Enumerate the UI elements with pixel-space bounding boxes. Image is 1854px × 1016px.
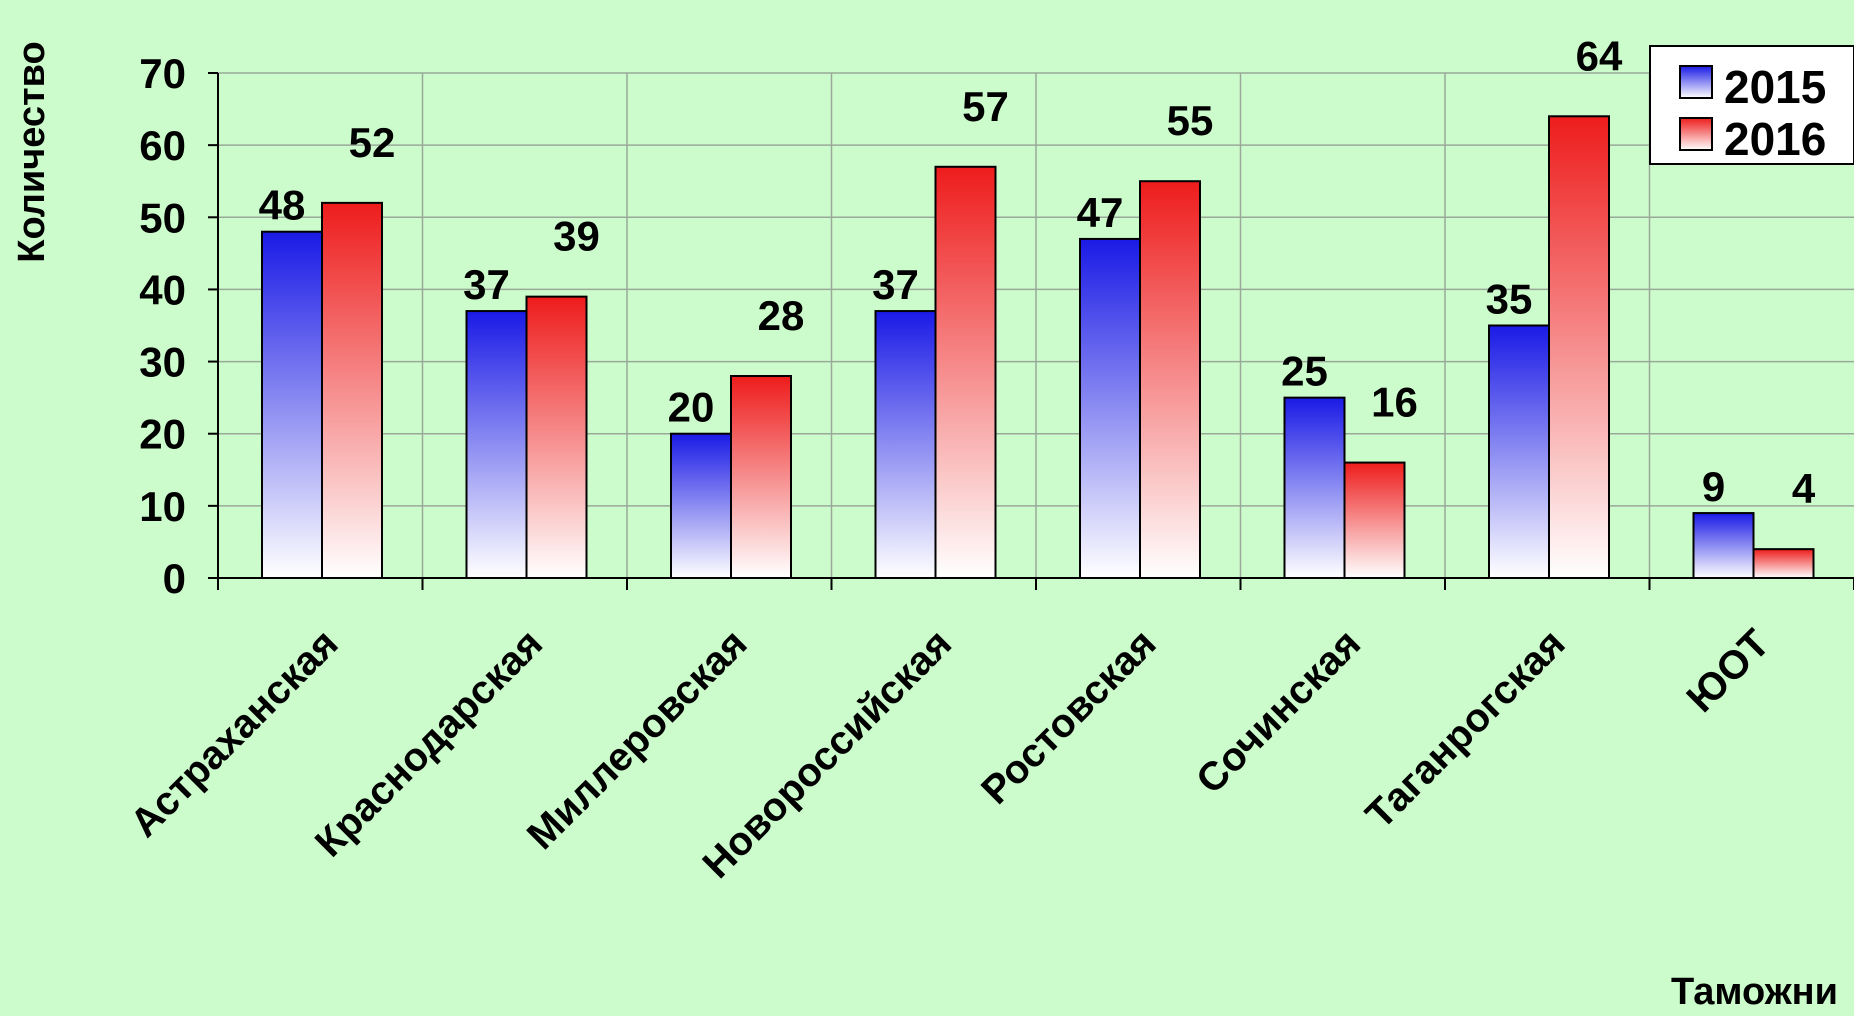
- x-category-label: Сочинская: [1188, 621, 1369, 802]
- bar-2016: [730, 375, 792, 579]
- y-tick-label: 0: [163, 555, 186, 602]
- data-label-2015: 9: [1702, 463, 1725, 510]
- y-axis-title: Количество: [11, 41, 53, 262]
- bar-2015: [874, 310, 937, 579]
- bar-2016: [1752, 548, 1815, 580]
- x-axis-title: Таможни: [1671, 971, 1838, 1013]
- bar-2015: [1488, 324, 1550, 579]
- legend-swatch-2016: [1679, 117, 1713, 151]
- y-tick-label: 70: [139, 50, 186, 97]
- bar-2016: [321, 201, 383, 579]
- legend-label-2016: 2016: [1724, 113, 1826, 165]
- y-tick-label: 40: [139, 266, 186, 313]
- bar-2015: [1079, 237, 1141, 580]
- x-category-label: ЮОТ: [1679, 621, 1779, 721]
- bar-2015: [465, 310, 528, 579]
- y-tick-label: 60: [139, 122, 186, 169]
- y-tick-label: 10: [139, 483, 186, 530]
- data-label-2016: 57: [962, 83, 1009, 130]
- x-category-label: Таганрогская: [1358, 621, 1574, 837]
- y-tick-label: 30: [139, 339, 186, 386]
- bar-2016: [1548, 115, 1610, 580]
- data-label-2015: 37: [463, 261, 510, 308]
- legend-label-2015: 2015: [1724, 61, 1826, 113]
- data-label-2015: 25: [1281, 348, 1328, 395]
- data-labels: 48 52 37 39 20 28 37 57 47 55 25 16 35 64 9 4: [259, 32, 1816, 512]
- bar-2015: [670, 432, 732, 580]
- y-tick-label: 50: [139, 194, 186, 241]
- x-category-label: Миллеровская: [519, 621, 756, 858]
- legend-swatch-2015: [1679, 65, 1713, 99]
- x-category-label: Ростовская: [973, 621, 1164, 812]
- y-tick-label: 20: [139, 411, 186, 458]
- data-label-2015: 37: [872, 261, 919, 308]
- data-label-2016: 16: [1371, 379, 1418, 426]
- legend: 2015 2016: [1649, 45, 1854, 165]
- bar-2016: [1139, 180, 1201, 579]
- data-label-2015: 20: [668, 384, 715, 431]
- bars: [261, 115, 1815, 580]
- bar-2016: [525, 295, 588, 579]
- bar-2016: [934, 165, 997, 580]
- data-label-2016: 64: [1576, 32, 1623, 79]
- bar-2015: [1283, 396, 1346, 579]
- data-label-2016: 4: [1792, 465, 1816, 512]
- data-label-2016: 39: [553, 213, 600, 260]
- bar-2015: [1692, 512, 1755, 579]
- data-label-2016: 52: [349, 119, 396, 166]
- data-label-2016: 28: [758, 292, 805, 339]
- bar-2015: [261, 230, 323, 579]
- y-axis-ticks: 0 10 20 30 40 50 60 70: [139, 50, 1854, 602]
- x-category-label: Краснодарская: [307, 621, 551, 865]
- data-label-2015: 35: [1486, 276, 1533, 323]
- data-label-2015: 48: [259, 182, 306, 229]
- bar-2016: [1343, 461, 1406, 580]
- data-label-2016: 55: [1167, 97, 1214, 144]
- x-category-label: Астраханская: [122, 621, 346, 845]
- data-label-2015: 47: [1077, 189, 1124, 236]
- x-axis-categories: АстраханскаяКраснодарскаяМиллеровскаяНов…: [122, 621, 1778, 887]
